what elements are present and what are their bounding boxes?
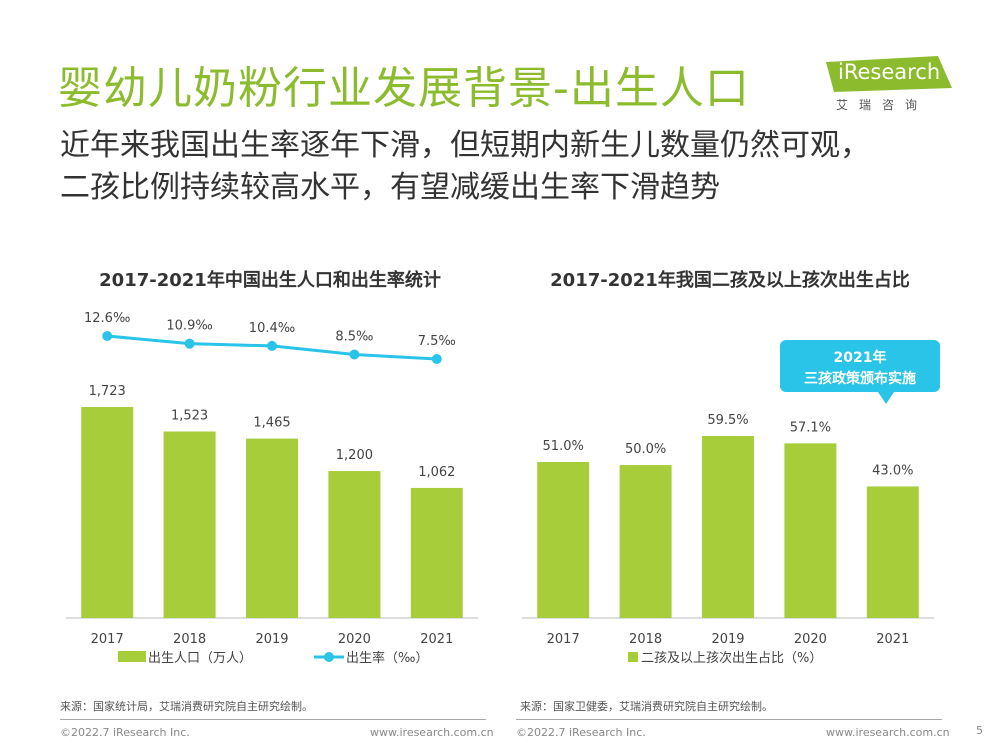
chart1-title: 2017-2021年中国出生人口和出生率统计 bbox=[99, 270, 441, 291]
chart1-point-2020 bbox=[349, 349, 360, 360]
chart1-point-2021 bbox=[431, 354, 442, 364]
chart2-callout-line2: 三孩政策颁布实施 bbox=[804, 370, 916, 387]
chart1-point-label-2017: 12.6‰ bbox=[84, 311, 130, 326]
chart1-point-label-2021: 7.5‰ bbox=[418, 334, 456, 349]
copyright-right: ©2022.7 iResearch Inc. bbox=[516, 726, 646, 739]
website-left: www.iresearch.com.cn bbox=[370, 726, 494, 739]
chart1-legend-line-marker bbox=[324, 652, 334, 662]
chart2-bar-label-2018: 50.0% bbox=[625, 442, 666, 457]
chart1-bar-2018 bbox=[163, 431, 216, 618]
footer-divider-right bbox=[516, 719, 942, 720]
chart1-bar-label-2021: 1,062 bbox=[418, 465, 455, 480]
chart1-tick-2017: 2017 bbox=[91, 632, 124, 647]
chart2-tick-2020: 2020 bbox=[794, 632, 827, 647]
source-note-left: 来源：国家统计局，艾瑞消费研究院自主研究绘制。 bbox=[60, 700, 313, 713]
chart2-callout-bubble bbox=[780, 340, 940, 404]
chart2-bar-label-2021: 43.0% bbox=[872, 463, 913, 478]
chart1-legend-bar-swatch bbox=[118, 651, 146, 662]
chart2-tick-2018: 2018 bbox=[629, 632, 662, 647]
chart2-bar-2019 bbox=[702, 436, 754, 618]
chart1-point-label-2019: 10.4‰ bbox=[249, 321, 295, 336]
subtitle-line-1: 近年来我国出生率逐年下滑，但短期内新生儿数量仍然可观， bbox=[60, 128, 870, 163]
chart1-point-2018 bbox=[184, 338, 195, 349]
chart2-bar-2017 bbox=[537, 462, 590, 618]
chart1-bar-label-2020: 1,200 bbox=[336, 448, 373, 463]
copyright-left: ©2022.7 iResearch Inc. bbox=[60, 726, 190, 739]
chart2-title: 2017-2021年我国二孩及以上孩次出生占比 bbox=[550, 270, 910, 291]
logo-wordmark: iResearch bbox=[838, 60, 941, 84]
chart2-callout-line1: 2021年 bbox=[834, 349, 887, 366]
website-right: www.iresearch.com.cn bbox=[826, 726, 950, 739]
chart2-legend-swatch bbox=[628, 652, 638, 662]
footer-divider-left bbox=[60, 719, 486, 720]
chart2-bar-2021 bbox=[866, 486, 919, 618]
chart2-bar-label-2019: 59.5% bbox=[707, 413, 748, 428]
chart1-tick-2019: 2019 bbox=[255, 632, 288, 647]
page-number: 5 bbox=[976, 724, 983, 737]
chart2-bar-label-2017: 51.0% bbox=[543, 439, 584, 454]
chart1-point-2017 bbox=[102, 331, 113, 341]
chart1-bar-label-2019: 1,465 bbox=[253, 416, 290, 431]
chart1-bar-2019 bbox=[246, 438, 298, 618]
chart1-tick-2020: 2020 bbox=[338, 632, 371, 647]
chart1-bar-2021 bbox=[410, 487, 463, 618]
chart1-point-label-2018: 10.9‰ bbox=[166, 319, 212, 334]
iresearch-logo bbox=[826, 56, 952, 92]
chart1-bar-2017 bbox=[81, 407, 134, 618]
chart1-tick-2021: 2021 bbox=[420, 632, 453, 647]
page-title: 婴幼儿奶粉行业发展背景-出生人口 bbox=[58, 63, 750, 114]
source-note-right: 来源：国家卫健委，艾瑞消费研究院自主研究绘制。 bbox=[520, 700, 773, 713]
chart1-bar-label-2018: 1,523 bbox=[171, 408, 208, 423]
chart2-tick-2019: 2019 bbox=[711, 632, 744, 647]
chart1-legend-bar-label: 出生人口（万人） bbox=[148, 651, 252, 666]
logo-chinese-name: 艾瑞咨询 bbox=[836, 98, 929, 112]
subtitle-line-2: 二孩比例持续较高水平，有望减缓出生率下滑趋势 bbox=[60, 170, 720, 205]
chart1-point-label-2020: 8.5‰ bbox=[335, 329, 373, 344]
logo-banner-shape bbox=[826, 56, 952, 92]
chart2-legend-label: 二孩及以上孩次出生占比（%） bbox=[641, 650, 822, 666]
chart1-bar-2020 bbox=[328, 471, 381, 618]
chart2-bar-2020 bbox=[784, 443, 837, 618]
chart2-tick-2017: 2017 bbox=[547, 632, 580, 647]
chart2-tick-2021: 2021 bbox=[876, 632, 909, 647]
chart1-legend-line-label: 出生率（‰） bbox=[346, 650, 428, 666]
chart1-point-2019 bbox=[267, 340, 277, 351]
chart1-bar-label-2017: 1,723 bbox=[89, 384, 126, 399]
chart1-tick-2018: 2018 bbox=[173, 632, 206, 647]
chart2-bar-2018 bbox=[619, 465, 672, 618]
chart2-bar-label-2020: 57.1% bbox=[790, 420, 831, 435]
